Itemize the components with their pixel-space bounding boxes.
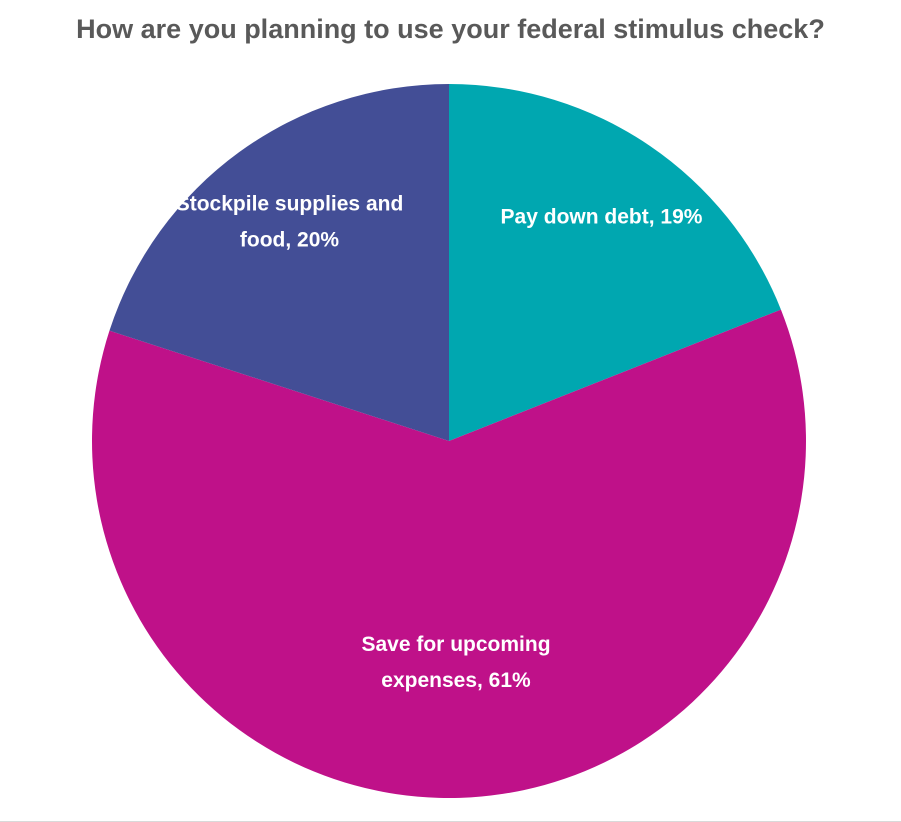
pie-labels: Pay down debt, 19% Save for upcoming expen… xyxy=(176,193,703,693)
pie-slice-stockpile-supplies-and-food xyxy=(109,84,449,441)
slice-label-line: Pay down debt, 19% xyxy=(501,206,703,229)
slice-label-line: Stockpile supplies and xyxy=(176,193,404,216)
pie-slice-pay-down-debt xyxy=(449,84,781,441)
slice-label: Stockpile supplies and food, 20% xyxy=(176,193,404,252)
slice-label-line: expenses, 61% xyxy=(381,669,531,692)
slice-label: Pay down debt, 19% xyxy=(501,206,703,229)
pie-slices xyxy=(91,84,806,798)
slice-label: Save for upcoming expenses, 61% xyxy=(361,633,550,692)
pie-slice-save-for-upcoming-expenses xyxy=(91,309,806,798)
chart-title: How are you planning to use your federal… xyxy=(76,14,825,44)
slice-label-line: Save for upcoming xyxy=(361,633,550,656)
slice-label-line: food, 20% xyxy=(240,229,340,252)
